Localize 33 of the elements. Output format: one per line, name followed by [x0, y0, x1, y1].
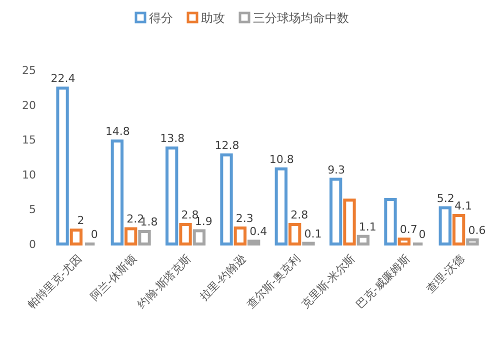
legend-label: 三分球场均命中数 [253, 11, 349, 25]
data-label: 2.8 [181, 208, 199, 222]
data-label: 10.8 [269, 152, 294, 166]
data-label: 0 [418, 228, 426, 241]
data-label: 22.4 [50, 72, 76, 86]
x-tick-label: 帕特里克-尤因 [26, 252, 84, 312]
data-label: 9.3 [328, 163, 346, 176]
legend-label: 助攻 [201, 11, 225, 25]
data-label: 0.1 [304, 227, 322, 240]
y-tick-label: 10 [22, 168, 36, 182]
data-label: 12.8 [214, 138, 240, 152]
x-tick-label: 查理-沃德 [424, 252, 467, 296]
data-label: 1.1 [358, 220, 376, 234]
data-label: 0.6 [468, 224, 486, 237]
y-tick-label: 15 [22, 134, 36, 147]
data-label: 0.7 [400, 223, 418, 236]
y-tick-label: 20 [22, 98, 36, 112]
data-label: 2.3 [236, 212, 254, 225]
x-tick-label: 巴克-威廉姆斯 [354, 252, 412, 312]
x-tick-label: 拉里-约翰逊 [197, 252, 248, 304]
data-label: 2.8 [290, 208, 308, 222]
y-tick-label: 25 [22, 64, 36, 77]
legend-label: 得分 [149, 11, 173, 25]
data-label: 2 [77, 214, 84, 228]
y-tick-label: 0 [29, 238, 36, 251]
data-label: 5.2 [436, 192, 454, 205]
x-tick-label: 阿兰-休斯顿 [88, 252, 139, 304]
data-label: 14.8 [105, 124, 130, 138]
y-tick-label: 5 [29, 203, 36, 216]
data-label: 0 [90, 228, 98, 241]
data-label: 4.1 [454, 199, 472, 212]
data-label: 13.8 [160, 132, 185, 145]
data-label: 0.4 [250, 225, 268, 238]
